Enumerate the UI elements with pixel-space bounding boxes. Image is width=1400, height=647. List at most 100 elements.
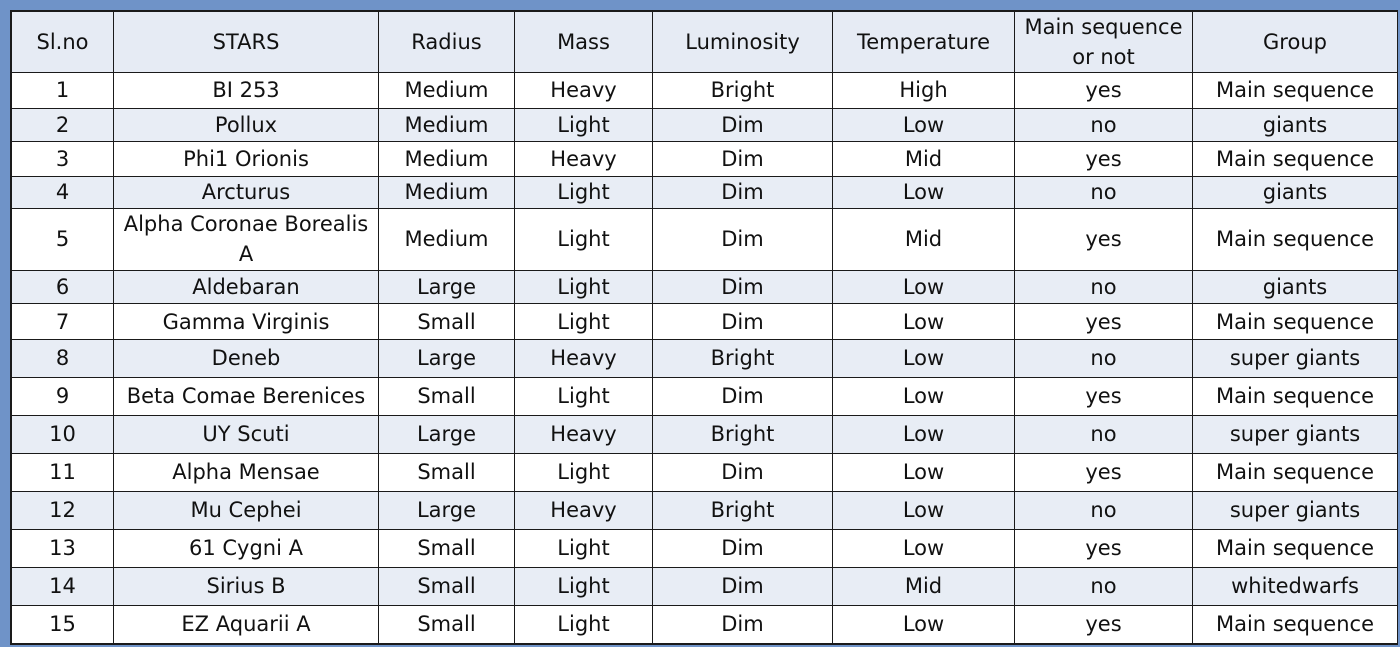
main-sequence-cell: no (1014, 175, 1193, 209)
temperature-cell: Low (832, 376, 1015, 416)
group-cell: Main sequence (1192, 207, 1398, 272)
header-luminosity: Luminosity (652, 11, 833, 73)
header-group: Group (1192, 11, 1398, 73)
radius-cell: Small (378, 528, 515, 568)
temperature-cell: Mid (832, 207, 1015, 272)
table-body: 1 BI 253 Medium Heavy Bright High yes Main sequ… (11, 72, 1398, 645)
luminosity-cell: Bright (652, 338, 833, 378)
mass-cell: Light (514, 175, 653, 209)
luminosity-cell: Dim (652, 604, 833, 645)
table-row: 5 Alpha Coronae Borealis A Medium Light Dim M… (11, 207, 1398, 272)
group-cell: Main sequence (1192, 452, 1398, 492)
radius-cell: Large (378, 414, 515, 454)
slno-cell: 4 (11, 175, 114, 209)
table-row: 8 Deneb Large Heavy Bright Low no super giants (11, 338, 1398, 378)
luminosity-cell: Dim (652, 107, 833, 142)
mass-cell: Light (514, 452, 653, 492)
main-sequence-cell: no (1014, 338, 1193, 378)
temperature-cell: Low (832, 604, 1015, 645)
main-sequence-cell: no (1014, 270, 1193, 305)
star-name-cell: Gamma Virginis (113, 303, 379, 340)
table-row: 15 EZ Aquarii A Small Light Dim Low yes Main se… (11, 604, 1398, 645)
table-row: 14 Sirius B Small Light Dim Mid no whitedwarfs (11, 566, 1398, 606)
mass-cell: Light (514, 566, 653, 606)
main-sequence-cell: yes (1014, 140, 1193, 177)
star-name-cell: UY Scuti (113, 414, 379, 454)
group-cell: super giants (1192, 338, 1398, 378)
luminosity-cell: Dim (652, 270, 833, 305)
temperature-cell: High (832, 72, 1015, 109)
radius-cell: Small (378, 303, 515, 340)
table-row: 10 UY Scuti Large Heavy Bright Low no super gia… (11, 414, 1398, 454)
star-name-cell: Aldebaran (113, 270, 379, 305)
mass-cell: Heavy (514, 414, 653, 454)
star-name-cell: Arcturus (113, 175, 379, 209)
mass-cell: Light (514, 107, 653, 142)
luminosity-cell: Dim (652, 175, 833, 209)
temperature-cell: Low (832, 270, 1015, 305)
slno-cell: 6 (11, 270, 114, 305)
group-cell: Main sequence (1192, 376, 1398, 416)
header-temperature: Temperature (832, 11, 1015, 73)
mass-cell: Light (514, 528, 653, 568)
mass-cell: Light (514, 207, 653, 272)
luminosity-cell: Bright (652, 414, 833, 454)
mass-cell: Light (514, 303, 653, 340)
mass-cell: Light (514, 270, 653, 305)
temperature-cell: Low (832, 414, 1015, 454)
slno-cell: 5 (11, 207, 114, 272)
radius-cell: Small (378, 452, 515, 492)
radius-cell: Large (378, 270, 515, 305)
group-cell: Main sequence (1192, 604, 1398, 645)
luminosity-cell: Bright (652, 72, 833, 109)
star-name-cell: BI 253 (113, 72, 379, 109)
main-sequence-cell: yes (1014, 604, 1193, 645)
temperature-cell: Low (832, 175, 1015, 209)
table-row: 6 Aldebaran Large Light Dim Low no giants (11, 270, 1398, 305)
group-cell: giants (1192, 107, 1398, 142)
temperature-cell: Low (832, 452, 1015, 492)
table-row: 2 Pollux Medium Light Dim Low no giants (11, 107, 1398, 142)
radius-cell: Small (378, 566, 515, 606)
table-row: 9 Beta Comae Berenices Small Light Dim Low yes… (11, 376, 1398, 416)
main-sequence-cell: no (1014, 107, 1193, 142)
table-row: 1 BI 253 Medium Heavy Bright High yes Main sequ… (11, 72, 1398, 109)
luminosity-cell: Dim (652, 452, 833, 492)
star-name-cell: Alpha Mensae (113, 452, 379, 492)
main-sequence-cell: yes (1014, 528, 1193, 568)
group-cell: giants (1192, 270, 1398, 305)
table-row: 3 Phi1 Orionis Medium Heavy Dim Mid yes Main se… (11, 140, 1398, 177)
table-row: 12 Mu Cephei Large Heavy Bright Low no super gi… (11, 490, 1398, 530)
slno-cell: 12 (11, 490, 114, 530)
star-name-cell: 61 Cygni A (113, 528, 379, 568)
luminosity-cell: Dim (652, 303, 833, 340)
slno-cell: 8 (11, 338, 114, 378)
radius-cell: Medium (378, 72, 515, 109)
slno-cell: 14 (11, 566, 114, 606)
star-name-cell: Phi1 Orionis (113, 140, 379, 177)
luminosity-cell: Dim (652, 376, 833, 416)
temperature-cell: Low (832, 338, 1015, 378)
star-name-cell: Alpha Coronae Borealis A (113, 207, 379, 272)
temperature-cell: Low (832, 107, 1015, 142)
star-name-cell: Beta Comae Berenices (113, 376, 379, 416)
main-sequence-cell: yes (1014, 303, 1193, 340)
radius-cell: Small (378, 604, 515, 645)
radius-cell: Medium (378, 107, 515, 142)
star-name-cell: EZ Aquarii A (113, 604, 379, 645)
radius-cell: Small (378, 376, 515, 416)
group-cell: super giants (1192, 414, 1398, 454)
star-name-cell: Sirius B (113, 566, 379, 606)
temperature-cell: Mid (832, 566, 1015, 606)
header-stars: STARS (113, 11, 379, 73)
temperature-cell: Low (832, 528, 1015, 568)
table-container: Sl.no STARS Radius Mass Luminosity Tempe… (10, 10, 1398, 645)
group-cell: whitedwarfs (1192, 566, 1398, 606)
luminosity-cell: Dim (652, 528, 833, 568)
mass-cell: Heavy (514, 490, 653, 530)
radius-cell: Medium (378, 207, 515, 272)
mass-cell: Light (514, 376, 653, 416)
table-row: 7 Gamma Virginis Small Light Dim Low yes Main s… (11, 303, 1398, 340)
main-sequence-cell: yes (1014, 376, 1193, 416)
group-cell: Main sequence (1192, 72, 1398, 109)
